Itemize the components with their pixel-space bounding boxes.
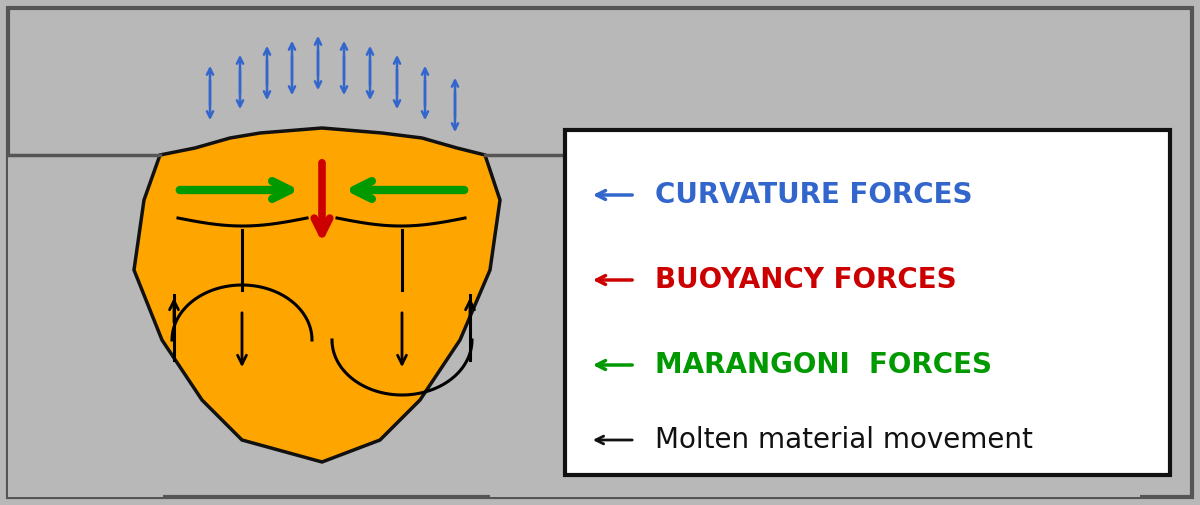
- Text: CURVATURE FORCES: CURVATURE FORCES: [655, 181, 972, 209]
- Bar: [8, 155, 163, 497]
- Text: Molten material movement: Molten material movement: [655, 426, 1033, 454]
- Bar: [565, 130, 1170, 475]
- Text: BUOYANCY FORCES: BUOYANCY FORCES: [655, 266, 956, 294]
- Text: MARANGONI  FORCES: MARANGONI FORCES: [655, 351, 992, 379]
- Bar: [490, 155, 1140, 497]
- Polygon shape: [134, 128, 500, 462]
